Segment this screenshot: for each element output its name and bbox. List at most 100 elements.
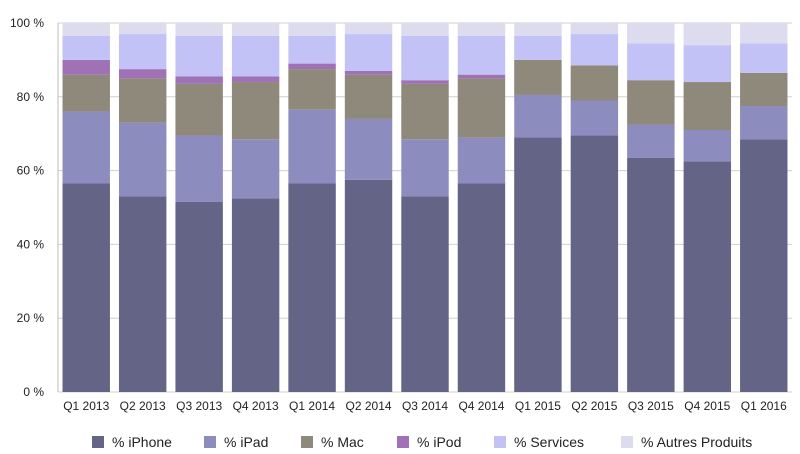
bar-segment: [62, 111, 110, 184]
x-tick-label: Q2 2013: [120, 399, 166, 413]
bar-segment: [231, 35, 280, 77]
bar-segment: [118, 23, 167, 35]
bar-segment: [514, 23, 562, 36]
bar-segment: [344, 179, 393, 392]
bar-segment: [231, 139, 280, 199]
y-tick-label: 20 %: [17, 311, 45, 325]
y-tick-label: 60 %: [17, 164, 45, 178]
legend: % iPhone % iPad % Mac % iPod % Services % Aut…: [92, 434, 752, 450]
bar-segment: [457, 74, 506, 79]
bar-segment: [231, 76, 280, 83]
bar-segment: [288, 63, 336, 70]
bar-segment: [175, 135, 223, 202]
bar-segment: [288, 69, 336, 110]
bar-segment: [231, 82, 280, 140]
legend-label: % iPhone: [112, 434, 172, 450]
bar-segment: [175, 83, 223, 136]
bar-segment: [627, 80, 675, 125]
legend-label: % Autres Produits: [641, 434, 752, 450]
bar-segment: [62, 74, 110, 112]
bar-segment: [288, 23, 336, 36]
bar-segment: [740, 43, 788, 73]
bar-segment: [288, 183, 336, 392]
bar-segment: [62, 23, 110, 36]
x-tick-label: Q1 2016: [741, 399, 787, 413]
bar-segment: [344, 70, 393, 75]
legend-swatch: [204, 436, 216, 448]
bar-segment: [740, 106, 788, 140]
x-tick-label: Q4 2013: [233, 399, 279, 413]
legend-label: % Mac: [321, 434, 364, 450]
bar-segment: [570, 135, 619, 393]
bar-segment: [62, 35, 110, 60]
bar-segment: [175, 23, 223, 36]
bar-segment: [118, 196, 167, 392]
bar-segment: [118, 34, 167, 70]
bar-segment: [514, 137, 562, 392]
bar-segment: [570, 34, 619, 66]
x-tick-label: Q2 2015: [571, 399, 617, 413]
bar-segment: [62, 59, 110, 75]
legend-swatch: [301, 436, 313, 448]
bar-segment: [457, 35, 506, 75]
x-tick-label: Q1 2013: [63, 399, 109, 413]
legend-swatch: [621, 436, 633, 448]
x-tick-label: Q1 2014: [289, 399, 335, 413]
bar-segment: [401, 83, 449, 140]
bars: [62, 23, 788, 393]
bar-segment: [683, 161, 732, 392]
bar-segment: [570, 23, 619, 35]
legend-swatch: [92, 436, 104, 448]
bar-segment: [740, 139, 788, 392]
bar-segment: [457, 137, 506, 184]
bar-segment: [457, 78, 506, 138]
bar-segment: [740, 72, 788, 107]
bar-segment: [118, 69, 167, 79]
bar-segment: [627, 124, 675, 158]
bar-segment: [288, 35, 336, 64]
legend-label: % iPod: [417, 434, 461, 450]
bar-segment: [401, 35, 449, 81]
y-axis-ticks: 0 % 20 % 40 % 60 % 80 % 100 %: [10, 16, 44, 399]
bar-segment: [175, 201, 223, 392]
legend-label: % Services: [514, 434, 584, 450]
x-tick-label: Q3 2015: [628, 399, 674, 413]
y-tick-label: 40 %: [17, 237, 45, 251]
bar-segment: [740, 23, 788, 44]
y-tick-label: 0 %: [23, 385, 44, 399]
bar-segment: [175, 76, 223, 84]
bar-segment: [457, 23, 506, 36]
y-tick-label: 80 %: [17, 90, 45, 104]
bar-segment: [401, 80, 449, 84]
bar-segment: [627, 157, 675, 392]
x-tick-label: Q4 2014: [458, 399, 504, 413]
x-tick-label: Q4 2015: [684, 399, 730, 413]
bar-segment: [344, 118, 393, 180]
bar-segment: [514, 94, 562, 138]
x-tick-label: Q1 2015: [515, 399, 561, 413]
bar-segment: [683, 130, 732, 162]
bar-segment: [62, 183, 110, 392]
bar-segment: [344, 74, 393, 119]
bar-segment: [627, 23, 675, 44]
bar-segment: [683, 82, 732, 131]
bar-segment: [457, 183, 506, 392]
bar-segment: [344, 23, 393, 35]
y-tick-label: 100 %: [10, 16, 44, 30]
bar-segment: [401, 23, 449, 36]
x-tick-label: Q2 2014: [346, 399, 392, 413]
bar-segment: [683, 45, 732, 83]
x-axis-ticks: Q1 2013 Q2 2013 Q3 2013 Q4 2013 Q1 2014 Q2 20…: [63, 399, 787, 413]
x-tick-label: Q3 2013: [176, 399, 222, 413]
bar-segment: [118, 122, 167, 197]
legend-swatch: [494, 436, 506, 448]
bar-segment: [118, 78, 167, 123]
bar-segment: [683, 23, 732, 46]
bar-segment: [344, 34, 393, 71]
legend-label: % iPad: [224, 434, 268, 450]
bar-segment: [514, 59, 562, 95]
bar-segment: [401, 196, 449, 392]
bar-segment: [570, 100, 619, 136]
bar-segment: [231, 23, 280, 36]
